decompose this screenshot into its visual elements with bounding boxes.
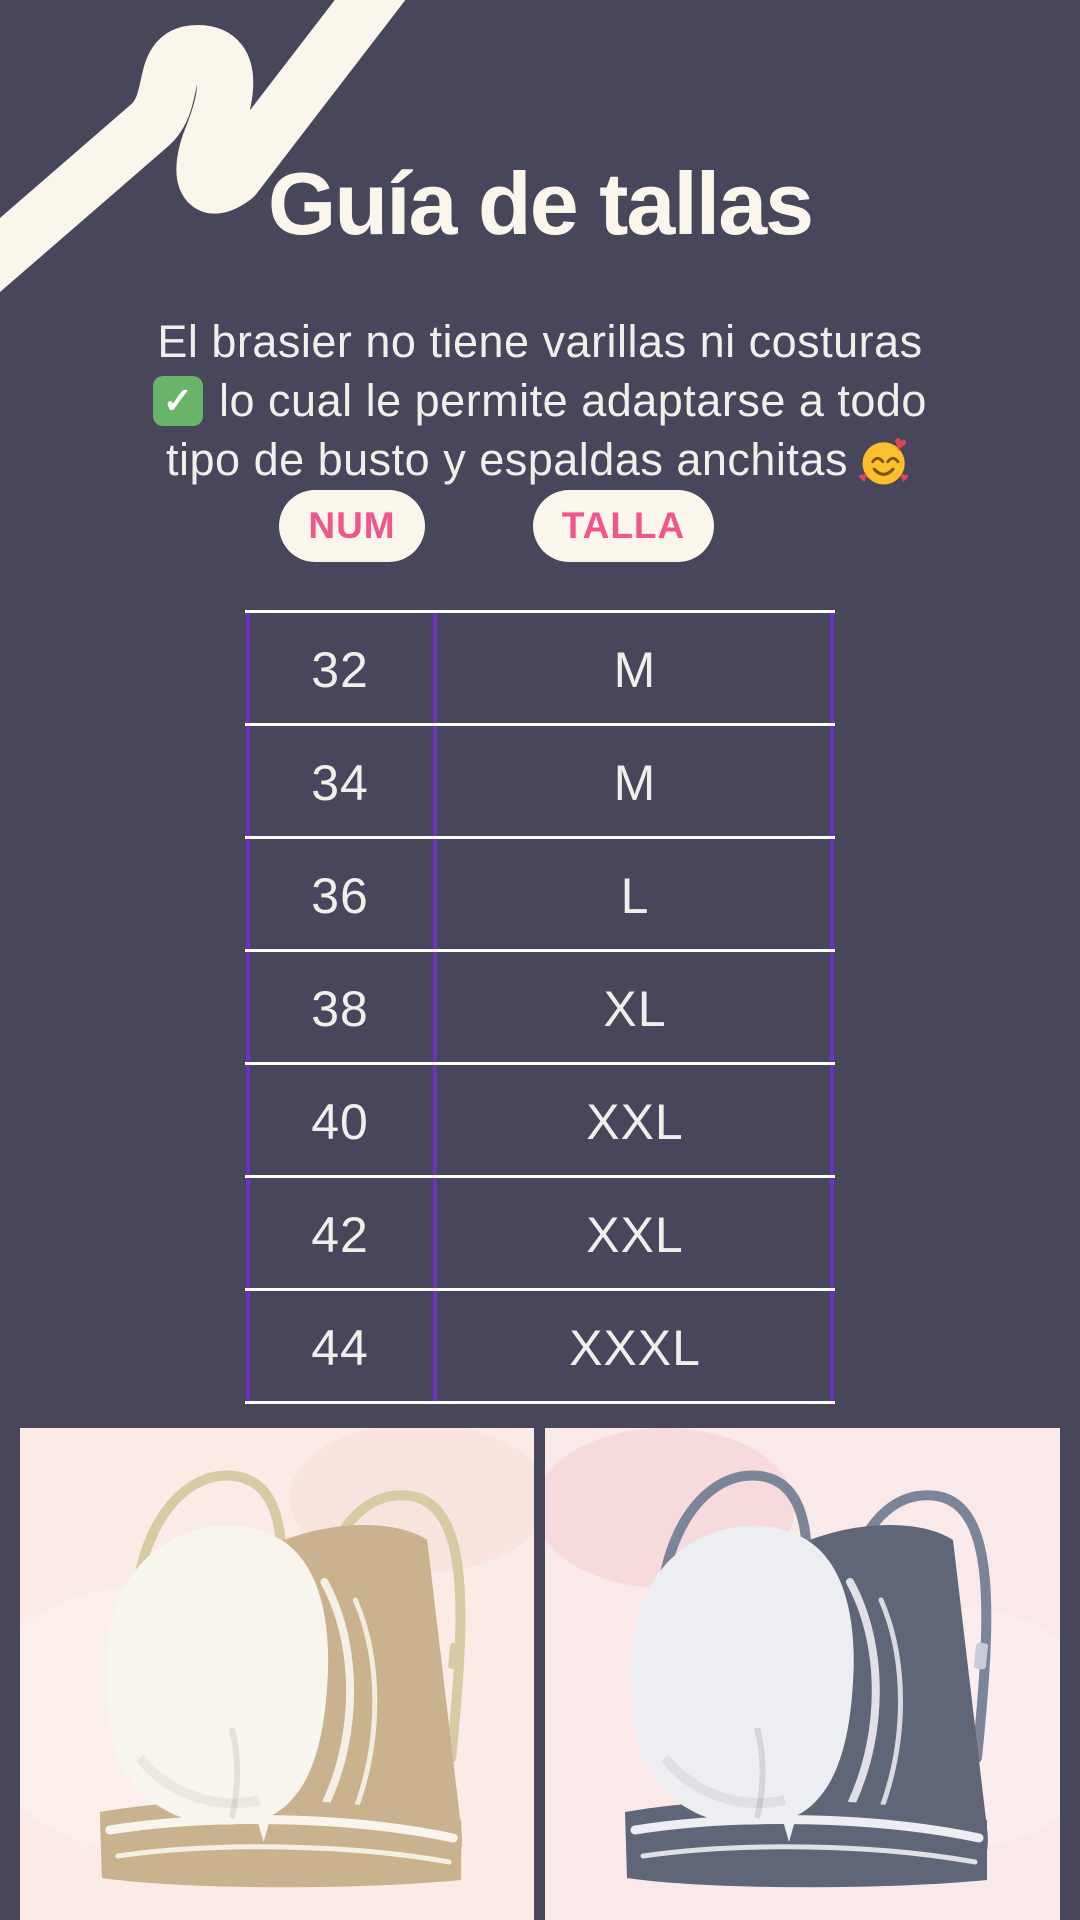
talla-badge: TALLA [533, 490, 714, 562]
intro-text: El brasier no tiene varillas ni costuras… [0, 312, 1080, 489]
num-cell: 34 [311, 754, 369, 811]
num-badge-label: NUM [308, 505, 396, 546]
cup-shading [661, 1754, 787, 1808]
talla-cell: M [613, 641, 657, 698]
smiling-face-with-hearts-icon: ♥ ♥ ♥ [857, 429, 910, 487]
band-stripe [115, 1844, 452, 1865]
product-photo-beige [20, 1428, 534, 1920]
talla-cell: M [613, 754, 657, 811]
wing-swirl [320, 1578, 355, 1806]
emoji-heart-right: ♥ [898, 468, 910, 486]
num-cell: 32 [311, 641, 369, 698]
emoji-face [862, 441, 905, 484]
column-badges: NUM TALLA [0, 490, 1080, 562]
emoji-smile [872, 467, 895, 476]
num-badge: NUM [279, 490, 425, 562]
table-vertical-line-middle [433, 612, 437, 1404]
squiggle-decoration [0, 0, 406, 293]
num-cell: 36 [311, 867, 369, 924]
num-cell: 42 [311, 1206, 369, 1263]
talla-cell: XXL [586, 1206, 684, 1263]
product-photo-gray [545, 1428, 1060, 1920]
bra-band [99, 1800, 462, 1888]
bra-cups [630, 1525, 854, 1825]
talla-cell: L [620, 867, 650, 924]
size-table: 32 M 34 M 36 L 38 XL 40 XXL 42 XXL 44 XX… [245, 610, 835, 1404]
cup-seam [228, 1727, 241, 1819]
cup-shading [135, 1754, 261, 1808]
wing-swirl [352, 1597, 378, 1813]
intro-line-1: El brasier no tiene varillas ni costuras [0, 312, 1080, 371]
emoji-heart-left: ♥ [857, 468, 870, 487]
strap-slider [973, 1642, 989, 1670]
num-cell: 38 [311, 980, 369, 1037]
num-cell: 44 [311, 1319, 369, 1376]
table-row: 44 XXXL [245, 1291, 835, 1404]
gray-bra-illustration [545, 1428, 1060, 1888]
intro-line-1-text: El brasier no tiene varillas ni costuras [157, 315, 923, 367]
table-row: 36 L [245, 839, 835, 952]
page-title: Guía de tallas [267, 154, 814, 253]
strap-slider [448, 1642, 463, 1670]
table-row: 42 XXL [245, 1178, 835, 1291]
intro-line-3: tipo de busto y espaldas anchitas ♥ ♥ ♥ [0, 429, 1080, 489]
band-stripe [105, 1815, 458, 1843]
emoji-right-eye [886, 456, 900, 463]
intro-line-3-text: tipo de busto y espaldas anchitas [166, 433, 848, 485]
check-glyph: ✓ [162, 379, 194, 421]
emoji-left-eye [871, 456, 885, 463]
table-vertical-line-right [830, 612, 834, 1404]
table-row: 38 XL [245, 952, 835, 1065]
table-horizontal-line [245, 836, 835, 839]
beige-bra-illustration [20, 1428, 534, 1888]
intro-line-2: ✓ lo cual le permite adaptarse a todo [0, 371, 1080, 430]
table-row: 40 XXL [245, 1065, 835, 1178]
band-stripe [630, 1815, 984, 1843]
talla-cell: XXL [586, 1093, 684, 1150]
talla-cell: XXXL [569, 1319, 701, 1376]
band-stripe [640, 1844, 978, 1865]
bra-band [625, 1800, 987, 1888]
table-horizontal-line [245, 949, 835, 952]
table-horizontal-line [245, 1288, 835, 1291]
talla-cell: XL [603, 980, 667, 1037]
num-cell: 40 [311, 1093, 369, 1150]
check-icon: ✓ [153, 375, 204, 426]
table-horizontal-line [245, 723, 835, 726]
emoji-heart-top: ♥ [891, 429, 910, 457]
table-rows: 32 M 34 M 36 L 38 XL 40 XXL 42 XXL 44 XX… [245, 613, 835, 1404]
cup-seam [754, 1727, 766, 1819]
table-horizontal-line [245, 610, 835, 613]
table-horizontal-line [245, 1401, 835, 1404]
wing-swirl [846, 1578, 880, 1806]
intro-line-2-text: lo cual le permite adaptarse a todo [219, 374, 927, 426]
talla-badge-label: TALLA [561, 505, 686, 546]
table-horizontal-line [245, 1175, 835, 1178]
table-vertical-line-left [246, 612, 250, 1404]
table-row: 32 M [245, 613, 835, 726]
table-row: 34 M [245, 726, 835, 839]
band-notch [255, 1814, 272, 1842]
wing-swirl [878, 1597, 903, 1813]
band-notch [781, 1814, 797, 1842]
table-horizontal-line [245, 1062, 835, 1065]
bra-cups [105, 1525, 329, 1825]
